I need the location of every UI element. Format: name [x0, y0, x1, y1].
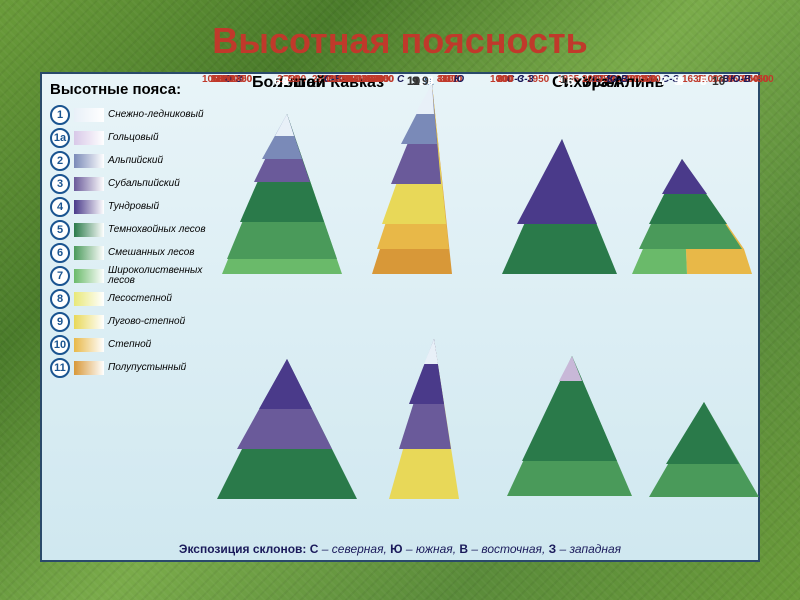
legend-item: 1 Снежно-ледниковый: [50, 105, 208, 125]
legend-num: 10: [50, 335, 70, 355]
zn: 5: [282, 74, 289, 88]
legend-num: 4: [50, 197, 70, 217]
altai-east-mountain: [384, 329, 464, 509]
legend-text: Полупустынный: [108, 363, 186, 373]
legend-text: Снежно-ледниковый: [108, 110, 204, 120]
dir: Ю: [454, 74, 464, 85]
legend-bar: [74, 269, 104, 283]
legend-bar: [74, 338, 104, 352]
el: 1000: [202, 74, 224, 85]
legend-title: Высотные пояса:: [50, 82, 208, 99]
zn: 9: [422, 74, 429, 88]
sikhote-west-mountain: [497, 346, 637, 506]
legend: Высотные пояса: 1 Снежно-ледниковый 1а Голь…: [50, 82, 208, 381]
dir: Ю-В: [730, 74, 751, 85]
dir: Ю-В: [607, 74, 628, 85]
el: 300: [640, 74, 657, 85]
legend-text: Смешанных лесов: [108, 248, 195, 258]
zn: 11: [407, 74, 420, 88]
kavkaz-west-mountain: [212, 104, 362, 284]
legend-bar: [74, 108, 104, 122]
legend-item: 3 Субальпийский: [50, 174, 208, 194]
zn: 7: [660, 74, 667, 88]
legend-item: 9 Лугово-степной: [50, 312, 208, 332]
legend-text: Субальпийский: [108, 179, 180, 189]
kavkaz-east-mountain: [367, 74, 457, 284]
legend-num: 7: [50, 266, 70, 286]
legend-item: 2 Альпийский: [50, 151, 208, 171]
legend-bar: [74, 315, 104, 329]
el: 300: [497, 74, 514, 85]
legend-text: Степной: [108, 340, 151, 350]
sikhote-east-mountain: [644, 392, 764, 502]
legend-bar: [74, 223, 104, 237]
legend-item: 10 Степной: [50, 335, 208, 355]
legend-text: Лугово-степной: [108, 317, 185, 327]
legend-num: 6: [50, 243, 70, 263]
legend-item: 7 Широколиственных лесов: [50, 266, 208, 286]
legend-bar: [74, 361, 104, 375]
legend-num: 2: [50, 151, 70, 171]
legend-num: 3: [50, 174, 70, 194]
legend-bar: [74, 246, 104, 260]
legend-num: 1: [50, 105, 70, 125]
legend-num: 8: [50, 289, 70, 309]
legend-item: 6 Смешанных лесов: [50, 243, 208, 263]
ural-west-mountain: [492, 129, 622, 279]
altai-west-mountain: [207, 349, 367, 509]
el: 500: [377, 74, 394, 85]
legend-bar: [74, 200, 104, 214]
page-title: Высотная поясность: [0, 0, 800, 72]
el: 1750: [337, 74, 359, 85]
legend-text: Темнохвойных лесов: [108, 225, 206, 235]
footer-legend: Экспозиция склонов: С – северная, Ю – юж…: [42, 542, 758, 556]
ural-east-mountain: [627, 149, 757, 279]
legend-text: Лесостепной: [108, 294, 172, 304]
dir: С-З: [517, 74, 534, 85]
mountain-area: Большой Кавказ 1 2 3 5 6 7 3200 2800 225…: [212, 74, 758, 532]
legend-item: 4 Тундровый: [50, 197, 208, 217]
diagram-panel: Высотные пояса: 1 Снежно-ледниковый 1а Голь…: [40, 72, 760, 562]
zn: 6: [567, 74, 574, 88]
legend-item: 11 Полупустынный: [50, 358, 208, 378]
el: 300: [757, 74, 774, 85]
legend-item: 8 Лесостепной: [50, 289, 208, 309]
zn: 6: [274, 74, 281, 88]
legend-num: 1а: [50, 128, 70, 148]
legend-bar: [74, 131, 104, 145]
legend-bar: [74, 154, 104, 168]
legend-item: 5 Темнохвойных лесов: [50, 220, 208, 240]
legend-num: 9: [50, 312, 70, 332]
legend-text: Тундровый: [108, 202, 159, 212]
legend-text: Альпийский: [108, 156, 163, 166]
legend-bar: [74, 177, 104, 191]
legend-num: 5: [50, 220, 70, 240]
zn: 6: [700, 74, 707, 88]
legend-text: Гольцовый: [108, 133, 159, 143]
zn: 6: [677, 74, 684, 88]
dir: С: [397, 74, 404, 85]
legend-bar: [74, 292, 104, 306]
legend-num: 11: [50, 358, 70, 378]
legend-item: 1а Гольцовый: [50, 128, 208, 148]
zn: 10: [712, 74, 725, 88]
legend-text: Широколиственных лесов: [108, 266, 208, 286]
